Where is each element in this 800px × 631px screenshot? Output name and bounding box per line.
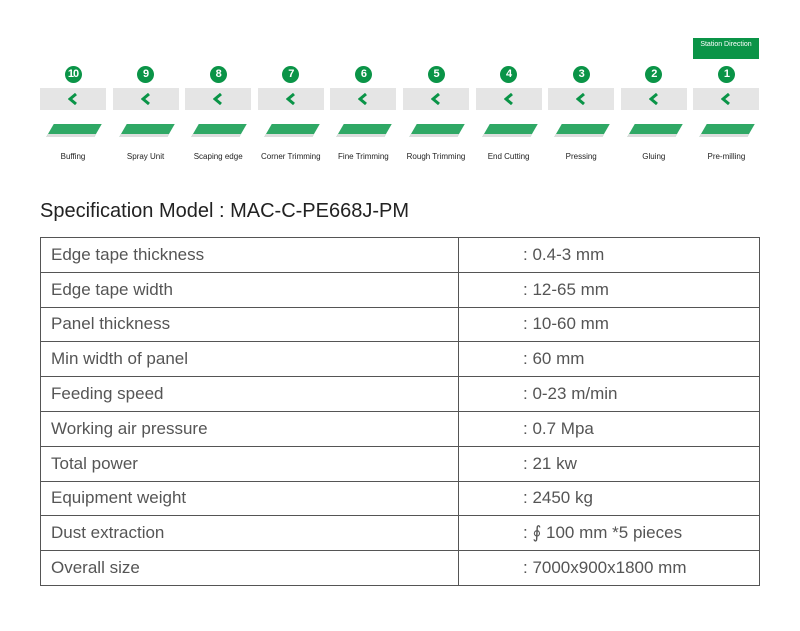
station-number: 6 (354, 66, 372, 83)
chevron-left-icon (648, 93, 658, 105)
direction-bar (257, 88, 324, 110)
station-number: 2 (645, 66, 663, 83)
spec-row: Equipment weight: 2450 kg (40, 480, 760, 517)
spec-row: Feeding speed: 0-23 m/min (40, 376, 760, 412)
station-number: 8 (209, 66, 227, 83)
spec-value: : 7000x900x1800 mm (458, 550, 760, 586)
station: 7 Corner Trimming (257, 66, 324, 161)
station-number: 9 (137, 66, 155, 83)
station-label: Scaping edge (193, 152, 243, 161)
station-label: Rough Trimming (406, 152, 466, 161)
direction-bar (330, 88, 397, 110)
spec-value: : 21 kw (458, 445, 760, 482)
spec-name: Working air pressure (40, 410, 459, 447)
direction-bar (548, 88, 615, 110)
spec-name: Panel thickness (40, 306, 459, 343)
direction-bar (185, 88, 252, 110)
station: 9 Spray Unit (112, 66, 179, 161)
station-illustration (258, 110, 324, 152)
spec-name: Equipment weight (40, 480, 459, 517)
direction-bar (620, 88, 687, 110)
spec-row: Min width of panel: 60 mm (40, 341, 760, 378)
station-direction-label: Station Direction (693, 38, 759, 59)
chevron-left-icon (358, 93, 368, 105)
direction-bar (693, 88, 760, 110)
station: 10 Buffing (40, 66, 106, 161)
direction-bar (475, 88, 542, 110)
spec-row: Edge tape thickness: 0.4-3 mm (40, 237, 760, 273)
station-illustration (185, 110, 251, 152)
station: 8 Scaping edge (185, 66, 252, 161)
direction-bar (40, 88, 106, 110)
station-label: Buffing (60, 152, 86, 161)
station-illustration (693, 110, 759, 152)
spec-name: Edge tape thickness (40, 237, 459, 273)
station-label: Fine Trimming (338, 152, 389, 161)
spec-row: Panel thickness: 10-60 mm (40, 306, 760, 343)
direction-bar (112, 88, 179, 110)
station-illustration (113, 110, 179, 152)
spec-name: Feeding speed (40, 376, 459, 412)
spec-title: Specification Model : MAC-C-PE668J-PM (40, 200, 410, 222)
spec-row: Working air pressure: 0.7 Mpa (40, 410, 760, 447)
spec-value: : 10-60 mm (458, 306, 760, 343)
station-illustration (621, 110, 687, 152)
station-illustration (40, 110, 106, 152)
station: 5 Rough Trimming (403, 66, 469, 161)
station-label: Pressing (565, 152, 597, 161)
spec-name: Total power (40, 445, 459, 482)
station-number: 10 (64, 66, 82, 83)
spec-row: Overall size: 7000x900x1800 mm (40, 550, 760, 586)
spec-row: Total power: 21 kw (40, 445, 760, 482)
station-number: 1 (717, 66, 735, 83)
station-illustration (403, 110, 469, 152)
chevron-left-icon (285, 93, 295, 105)
station-label: Gluing (642, 152, 666, 161)
chevron-left-icon (140, 93, 150, 105)
station-number: 5 (427, 66, 445, 83)
chevron-left-icon (68, 93, 77, 105)
station: 2 Gluing (620, 66, 687, 161)
spec-name: Min width of panel (40, 341, 459, 378)
station: 4 End Cutting (475, 66, 542, 161)
spec-value: : 12-65 mm (458, 271, 760, 308)
spec-name: Overall size (40, 550, 459, 586)
spec-row: Edge tape width: 12-65 mm (40, 271, 760, 308)
spec-row: Dust extraction: ∮ 100 mm *5 pieces (40, 515, 760, 552)
chevron-left-icon (213, 93, 223, 105)
station-number: 3 (572, 66, 590, 83)
station: 3 Pressing (548, 66, 615, 161)
spec-table: Edge tape thickness: 0.4-3 mm Edge tape w… (40, 237, 760, 586)
station-label: Pre-milling (707, 152, 746, 161)
spec-name: Edge tape width (40, 271, 459, 308)
station-label: Corner Trimming (261, 152, 321, 161)
station: 6 Fine Trimming (330, 66, 397, 161)
station-illustration (548, 110, 614, 152)
chevron-left-icon (576, 93, 586, 105)
spec-value: : 60 mm (458, 341, 760, 378)
station-number: 4 (500, 66, 518, 83)
spec-value: : ∮ 100 mm *5 pieces (458, 515, 760, 552)
spec-value: : 0-23 m/min (458, 376, 760, 412)
station-illustration (330, 110, 396, 152)
station: 1 Pre-milling (693, 66, 760, 161)
spec-name: Dust extraction (40, 515, 459, 552)
chevron-left-icon (721, 93, 731, 105)
chevron-left-icon (431, 93, 440, 105)
spec-value: : 2450 kg (458, 480, 760, 517)
station-label: End Cutting (487, 152, 530, 161)
chevron-left-icon (503, 93, 513, 105)
station-label: Spray Unit (126, 152, 165, 161)
spec-value: : 0.4-3 mm (458, 237, 760, 273)
spec-value: : 0.7 Mpa (458, 410, 760, 447)
direction-bar (403, 88, 469, 110)
station-number: 7 (282, 66, 300, 83)
station-illustration (476, 110, 542, 152)
